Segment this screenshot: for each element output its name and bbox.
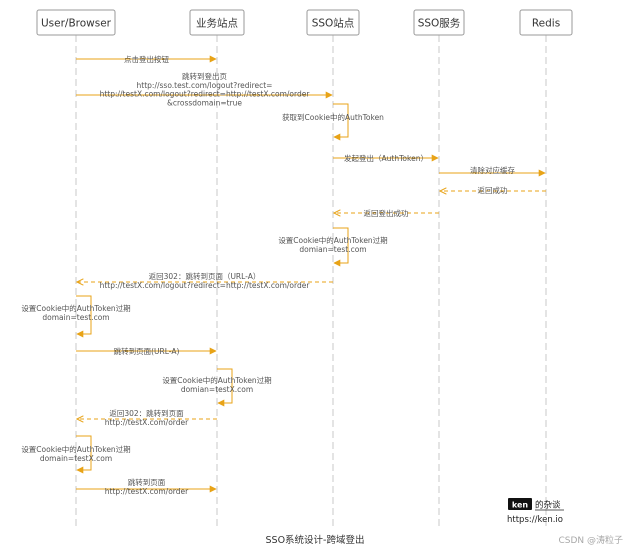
message-label: 获取到Cookie中的AuthToken bbox=[282, 112, 384, 122]
participant-redis: Redis bbox=[519, 9, 573, 36]
participant-biz: 业务站点 bbox=[189, 9, 245, 36]
message-label: 设置Cookie中的AuthToken过期 bbox=[278, 235, 387, 245]
message-label: 设置Cookie中的AuthToken过期 bbox=[21, 444, 130, 454]
self-arrow bbox=[76, 435, 92, 474]
message-7: 返回登出成功 bbox=[334, 208, 439, 218]
message-6: 返回成功 bbox=[440, 185, 546, 195]
self-arrow bbox=[333, 103, 349, 141]
message-label: domian=testX.com bbox=[181, 385, 253, 394]
brand-badge-box bbox=[508, 498, 532, 510]
brand-url: https://ken.io bbox=[507, 515, 563, 525]
self-arrow bbox=[217, 368, 233, 407]
message-label: &crossdomain=true bbox=[167, 98, 242, 107]
message-3: 获取到Cookie中的AuthToken bbox=[282, 103, 384, 141]
message-label: 清除对应缓存 bbox=[470, 165, 515, 175]
message-label: domain=test.com bbox=[42, 313, 109, 322]
message-label: 跳转到登出页 bbox=[182, 71, 227, 81]
csdn-watermark: CSDN @涛粒子 bbox=[558, 534, 623, 546]
brand-logo: ken 的杂谈 https://ken.io bbox=[507, 498, 564, 525]
diagram-caption: SSO系统设计-跨域登出 bbox=[266, 534, 365, 546]
message-label: 返回成功 bbox=[478, 185, 508, 195]
participant-label: Redis bbox=[532, 18, 560, 30]
message-label: 跳转到页面 bbox=[128, 477, 166, 487]
message-label: domain=testX.com bbox=[40, 454, 112, 463]
message-label: 发起登出（AuthToken） bbox=[344, 153, 428, 163]
participant-ssosvc: SSO服务 bbox=[413, 9, 465, 36]
message-2: 跳转到登出页http://sso.test.com/logout?redirec… bbox=[76, 71, 333, 107]
participant-label: SSO服务 bbox=[418, 17, 461, 30]
message-label: http://testX.com/order bbox=[105, 487, 189, 496]
self-arrow bbox=[76, 295, 92, 338]
message-label: http://testX.com/logout?redirect=http://… bbox=[100, 90, 311, 99]
message-1: 点击登出按钮 bbox=[76, 54, 217, 64]
participant-user: User/Browser bbox=[36, 9, 116, 36]
message-label: 返回302：跳转到页面 bbox=[109, 408, 184, 418]
message-4: 发起登出（AuthToken） bbox=[333, 153, 439, 163]
message-9: 返回302：跳转到页面（URL-A）http://testX.com/logou… bbox=[77, 271, 333, 290]
message-label: 返回302：跳转到页面（URL-A） bbox=[149, 271, 261, 281]
message-label: http://testX.com/logout?redirect=http://… bbox=[100, 281, 311, 290]
participant-ssosite: SSO站点 bbox=[306, 9, 360, 36]
message-label: 设置Cookie中的AuthToken过期 bbox=[21, 303, 130, 313]
message-11: 跳转到页面(URL-A) bbox=[76, 346, 217, 356]
message-5: 清除对应缓存 bbox=[439, 165, 546, 177]
participant-label: User/Browser bbox=[41, 18, 112, 30]
message-label: http://sso.test.com/logout?redirect= bbox=[137, 81, 273, 90]
message-label: 跳转到页面(URL-A) bbox=[114, 346, 180, 356]
participant-label: SSO站点 bbox=[312, 17, 355, 30]
message-label: domian=test.com bbox=[299, 245, 366, 254]
self-arrow bbox=[333, 227, 349, 267]
message-label: 点击登出按钮 bbox=[124, 54, 169, 64]
brand-badge: ken bbox=[512, 501, 529, 510]
participant-label: 业务站点 bbox=[196, 17, 238, 30]
brand-name: 的杂谈 bbox=[535, 500, 561, 511]
message-label: 返回登出成功 bbox=[364, 208, 409, 218]
message-label: 设置Cookie中的AuthToken过期 bbox=[162, 375, 271, 385]
message-label: http://testX.com/order bbox=[105, 418, 189, 427]
